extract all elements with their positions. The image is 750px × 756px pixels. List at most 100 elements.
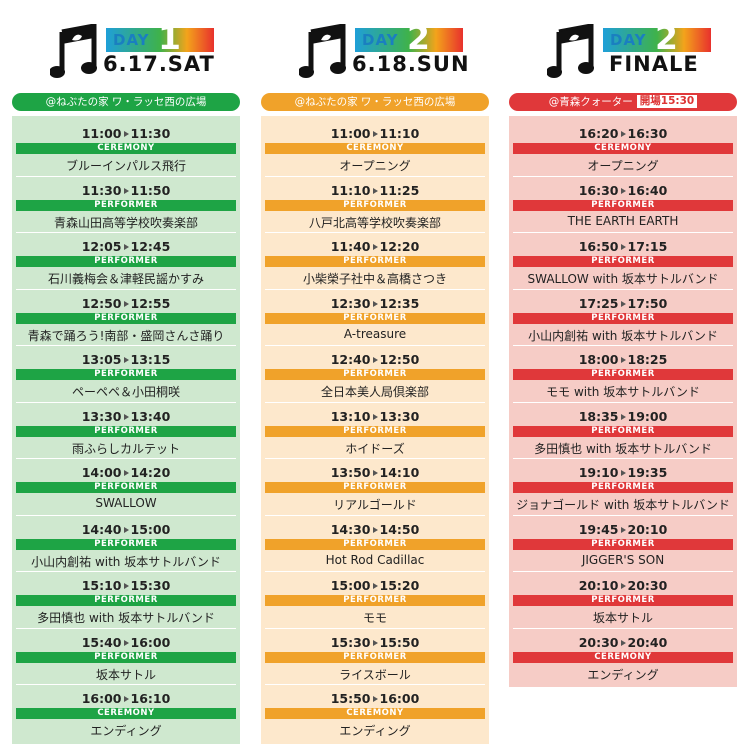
start-time: 12:40 [330, 352, 371, 367]
role-bar: CEREMONY [513, 651, 733, 663]
schedule-slot: 14:00 14:20 PERFORMER SWALLOW [16, 461, 236, 513]
arrow-icon [620, 583, 626, 589]
role-bar: PERFORMER [513, 595, 733, 606]
slot-divider [265, 345, 485, 346]
date-label: 6.18.SUN [352, 52, 470, 76]
start-time: 16:50 [578, 239, 619, 254]
start-time: 11:30 [81, 182, 122, 198]
slot-divider [265, 514, 485, 516]
performer-name: ジョナゴールド with 坂本サトルバンド [516, 498, 730, 512]
arrow-icon [372, 413, 378, 420]
slot-divider [265, 458, 485, 459]
role-bar: PERFORMER [16, 256, 236, 267]
end-time: 12:35 [379, 295, 420, 311]
performer-name: SWALLOW with 坂本サトルバンド [527, 272, 719, 286]
end-time: 16:10 [130, 691, 171, 706]
start-time: 13:10 [330, 408, 371, 424]
venue-label: @ねぶたの家 ワ・ラッセ西の広場 [261, 93, 489, 111]
start-time: 13:50 [330, 465, 371, 480]
day-header: DAY 2 FINALE [509, 0, 737, 88]
start-time: 11:00 [330, 126, 371, 141]
slot-divider [16, 175, 236, 177]
schedule-slot: 15:40 16:00 PERFORMER 坂本サトル [16, 631, 236, 683]
arrow-icon [123, 470, 129, 476]
start-time: 18:35 [578, 408, 619, 424]
schedule-slot: 18:00 18:25 PERFORMER モモ with 坂本サトルバンド [513, 348, 733, 400]
slot-divider [16, 345, 236, 346]
schedule-slot: 15:10 15:30 PERFORMER 多田慎也 with 坂本サトルバンド [16, 574, 236, 626]
slot-time: 19:10 19:35 [513, 465, 733, 480]
slot-time: 13:50 14:10 [265, 465, 485, 480]
start-time: 14:00 [81, 465, 122, 480]
role-bar: PERFORMER [16, 312, 236, 324]
role-bar: PERFORMER [16, 369, 236, 380]
end-time: 12:20 [379, 239, 420, 254]
venue-text: @青森クォーター [548, 96, 633, 108]
role-bar: CEREMONY [513, 143, 733, 154]
performer-name: 石川義梅会＆津軽民謡かすみ [47, 272, 204, 286]
role-bar: PERFORMER [16, 199, 236, 211]
slot-divider [513, 458, 733, 459]
slot-time: 15:10 15:30 [16, 578, 236, 593]
performer-name: THE EARTH EARTH [567, 213, 679, 228]
music-note-icon [49, 22, 100, 80]
end-time: 20:40 [627, 634, 668, 650]
end-time: 13:30 [379, 408, 420, 424]
slot-divider [16, 401, 236, 403]
schedule-slot: 15:00 15:20 PERFORMER モモ [265, 574, 485, 626]
slot-time: 11:10 11:25 [265, 183, 485, 198]
start-time: 16:30 [578, 182, 619, 198]
end-time: 12:55 [130, 295, 171, 311]
slot-divider [513, 288, 733, 290]
slot-time: 13:10 13:30 [265, 409, 485, 424]
slot-divider [16, 571, 236, 572]
performer-name: 青森山田高等学校吹奏楽部 [53, 215, 198, 230]
start-time: 15:30 [330, 634, 371, 650]
venue-text: @ねぶたの家 ワ・ラッセ西の広場 [294, 96, 456, 108]
slot-divider [513, 571, 733, 572]
schedule-slot: 11:10 11:25 PERFORMER 八戸北高等学校吹奏楽部 [265, 179, 485, 231]
start-time: 11:10 [330, 182, 371, 198]
performer-name: 小柴榮子社中＆高橋さつき [302, 272, 447, 286]
music-note-icon [546, 22, 597, 80]
role-bar: PERFORMER [265, 425, 485, 437]
role-bar: PERFORMER [513, 425, 733, 437]
slot-time: 15:30 15:50 [265, 635, 485, 650]
performer-name: 雨ふらしカルテット [71, 441, 180, 456]
role-bar: PERFORMER [16, 651, 236, 663]
end-time: 17:15 [627, 239, 668, 254]
arrow-icon [123, 131, 129, 137]
schedule-slot: 12:50 12:55 PERFORMER 青森で踊ろう!南部・盛岡さんさ踊り [16, 292, 236, 344]
day-label: DAY [362, 31, 399, 49]
venue-label: @ねぶたの家 ワ・ラッセ西の広場 [12, 93, 240, 111]
performer-name: 小山内創祐 with 坂本サトルバンド [31, 554, 221, 569]
start-time: 11:00 [81, 126, 122, 141]
performer-name: 小山内創祐 with 坂本サトルバンド [528, 328, 718, 343]
role-bar: PERFORMER [265, 538, 485, 550]
start-time: 16:00 [81, 691, 122, 706]
arrow-icon [123, 526, 129, 533]
slot-time: 13:05 13:15 [16, 352, 236, 367]
end-time: 20:10 [627, 521, 668, 537]
schedule-slot: 13:50 14:10 PERFORMER リアルゴールド [265, 461, 485, 513]
start-time: 19:10 [578, 465, 619, 480]
role-bar: CEREMONY [16, 143, 236, 154]
day-header: DAY 2 6.18.SUN [261, 0, 489, 88]
slot-time: 12:40 12:50 [265, 352, 485, 367]
role-bar: PERFORMER [265, 482, 485, 493]
day-label: DAY [113, 31, 150, 49]
schedule-slot: 14:40 15:00 PERFORMER 小山内創祐 with 坂本サトルバンド [16, 518, 236, 570]
start-time: 20:10 [578, 578, 619, 593]
end-time: 11:10 [379, 126, 420, 141]
role-bar: PERFORMER [513, 199, 733, 211]
schedule-slot: 16:30 16:40 PERFORMER THE EARTH EARTH [513, 179, 733, 231]
slot-time: 17:25 17:50 [513, 296, 733, 311]
end-time: 18:25 [627, 352, 668, 367]
schedule-panel: 11:00 11:30 CEREMONY ブルーインパルス飛行 11:30 11:50 PE… [12, 116, 240, 744]
end-time: 11:50 [130, 182, 171, 198]
slot-time: 11:00 11:30 [16, 126, 236, 141]
end-time: 19:35 [627, 465, 668, 480]
end-time: 13:15 [130, 352, 171, 367]
performer-name: エンディング [90, 724, 162, 738]
slot-divider [513, 401, 733, 403]
